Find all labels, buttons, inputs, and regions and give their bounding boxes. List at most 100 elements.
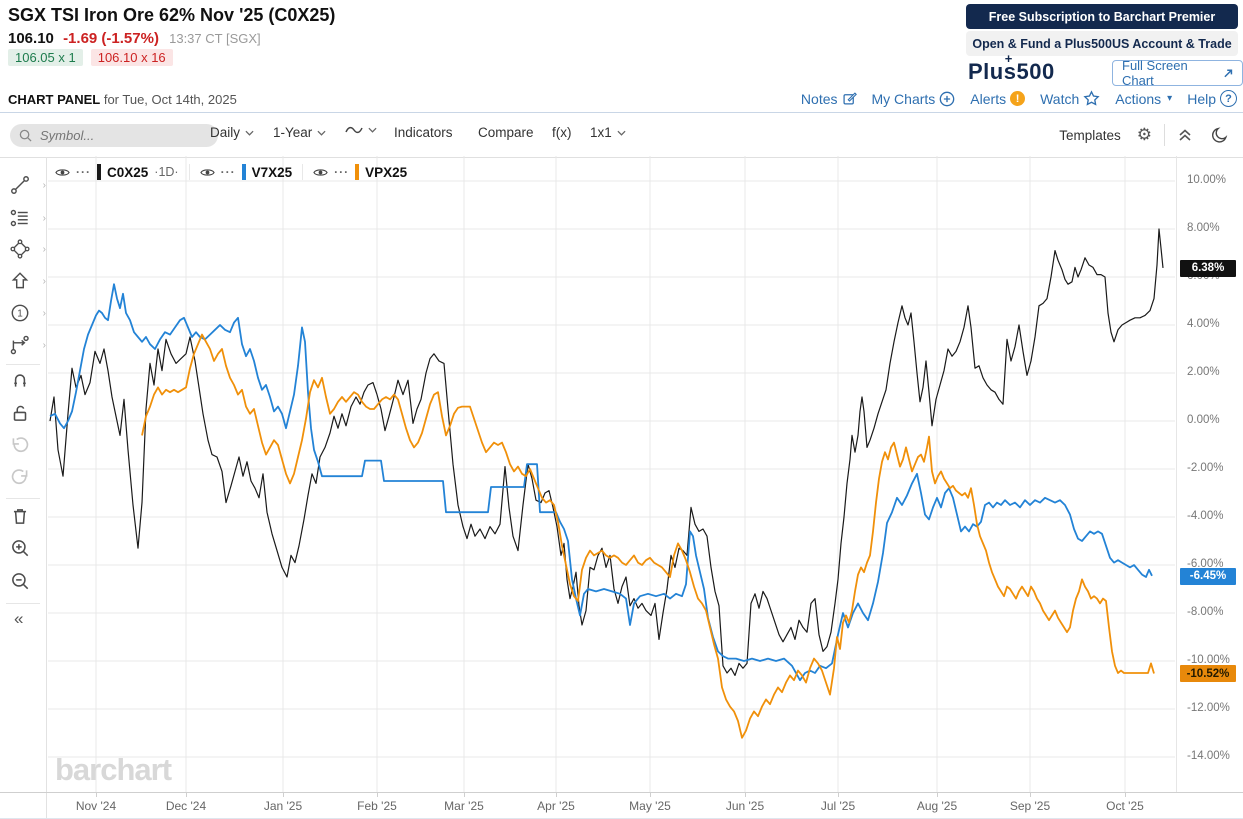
x-axis-label: Mar '25	[444, 799, 484, 813]
x-axis-tick	[745, 793, 746, 797]
legend-timeframe: ·1D·	[154, 165, 179, 179]
legend-more-icon[interactable]: ···	[76, 165, 91, 179]
range-select[interactable]: 1-Year	[273, 125, 326, 140]
y-axis-label: -6.00%	[1187, 558, 1224, 570]
legend-symbol[interactable]: V7X25	[251, 164, 293, 180]
x-axis-label: Jan '25	[263, 799, 303, 813]
help-link[interactable]: Help ?	[1187, 90, 1237, 107]
indicators-button[interactable]: Indicators	[394, 125, 453, 140]
chart-style-select[interactable]	[345, 125, 377, 135]
annotation-number-tool[interactable]: 1 ›	[9, 302, 46, 326]
collapse-toolbar-icon[interactable]	[1177, 128, 1193, 142]
premier-subscription-button[interactable]: Free Subscription to Barchart Premier	[966, 4, 1238, 29]
drawing-tool-rail: › › › › 1 › ›	[0, 157, 47, 819]
y-axis-label: 4.00%	[1187, 318, 1220, 330]
trend-line-tool[interactable]: ›	[9, 174, 46, 198]
notes-link[interactable]: Notes	[801, 91, 857, 107]
y-axis-label: 10.00%	[1187, 174, 1227, 186]
y-axis-label: 2.00%	[1187, 366, 1220, 378]
visibility-eye-icon[interactable]	[55, 167, 70, 178]
y-axis-label: -8.00%	[1187, 606, 1224, 618]
fx-expressions-button[interactable]: f(x)	[552, 125, 572, 140]
toolbar-divider	[1164, 124, 1165, 146]
compare-button[interactable]: Compare	[478, 125, 534, 140]
x-axis-tick	[186, 793, 187, 797]
last-value-badge-C0X25: 6.38%	[1180, 259, 1236, 277]
tool-flyout-chevron[interactable]: ›	[42, 213, 46, 224]
x-axis-tick	[650, 793, 651, 797]
legend-more-icon[interactable]: ···	[220, 165, 236, 179]
templates-button[interactable]: Templates	[1059, 127, 1121, 143]
magnet-tool[interactable]	[9, 369, 37, 393]
x-axis-label: Nov '24	[75, 799, 117, 813]
measure-tool[interactable]: ›	[9, 334, 46, 358]
plus-circle-icon	[939, 91, 955, 106]
legend-item-vpx25: ··· VPX25	[302, 164, 417, 180]
delete-drawings-tool[interactable]	[9, 505, 37, 529]
expand-arrow-icon	[1224, 68, 1232, 77]
period-select[interactable]: Daily	[210, 125, 254, 140]
gear-icon[interactable]: ⚙	[1136, 125, 1152, 144]
rail-divider	[6, 364, 40, 365]
x-axis-label: Apr '25	[537, 799, 575, 813]
x-axis-tick	[1125, 793, 1126, 797]
y-axis-label: -14.00%	[1187, 750, 1230, 762]
x-axis[interactable]: Nov '24 Dec '24 Jan '25 Feb '25 Mar '25 Apr '…	[0, 792, 1243, 819]
price-change: -1.69 (-1.57%)	[63, 30, 159, 47]
grid-layout-select[interactable]: 1x1	[590, 125, 626, 140]
dark-mode-moon-icon[interactable]	[1211, 126, 1229, 144]
y-axis-label: 0.00%	[1187, 414, 1220, 426]
x-axis-label: Oct '25	[1106, 799, 1144, 813]
x-axis-label: Jun '25	[725, 799, 765, 813]
chevron-down-icon	[317, 130, 326, 136]
x-axis-label: Jul '25	[820, 799, 856, 813]
y-axis[interactable]: 10.00%8.00%6.00%4.00%2.00%0.00%-2.00%-4.…	[1176, 156, 1243, 792]
legend-color-bar	[97, 164, 101, 180]
zoom-out-tool[interactable]	[9, 570, 37, 594]
svg-text:1: 1	[17, 309, 23, 320]
visibility-eye-icon[interactable]	[199, 167, 215, 178]
plus500-account-button[interactable]: Open & Fund a Plus500US Account & Trade	[966, 31, 1238, 56]
help-icon: ?	[1220, 90, 1237, 107]
rail-divider	[6, 498, 40, 499]
redo-icon	[9, 466, 37, 490]
tool-flyout-chevron[interactable]: ›	[42, 340, 46, 351]
visibility-eye-icon[interactable]	[313, 167, 328, 178]
legend-more-icon[interactable]: ···	[334, 165, 350, 179]
collapse-rail-icon[interactable]: «	[14, 609, 24, 628]
bid-size-badge: 106.05 x 1	[8, 49, 83, 66]
notes-edit-icon	[842, 92, 857, 105]
legend-symbol[interactable]: VPX25	[365, 164, 408, 180]
y-axis-label: -4.00%	[1187, 510, 1224, 522]
alert-warning-icon: !	[1010, 91, 1026, 106]
search-input[interactable]	[38, 127, 182, 144]
line-style-icon	[345, 126, 363, 134]
zoom-in-tool[interactable]	[9, 537, 37, 561]
full-screen-chart-button[interactable]: Full Screen Chart	[1112, 58, 1243, 88]
alerts-link[interactable]: Alerts !	[970, 91, 1026, 107]
tool-flyout-chevron[interactable]: ›	[42, 276, 46, 287]
gridlines	[48, 156, 1175, 792]
shapes-tool[interactable]: ›	[9, 238, 46, 262]
watch-link[interactable]: Watch	[1040, 90, 1100, 107]
chevron-down-icon	[368, 127, 377, 133]
my-charts-link[interactable]: My Charts	[872, 91, 956, 107]
unlock-drawings-tool[interactable]	[9, 402, 37, 426]
search-icon	[19, 129, 32, 142]
fibonacci-tool[interactable]: ›	[9, 207, 46, 231]
chart-canvas[interactable]	[48, 156, 1175, 792]
plus500-logo: Plus +500	[968, 51, 1055, 84]
page-title: SGX TSI Iron Ore 62% Nov '25 (C0X25)	[8, 5, 336, 25]
symbol-search[interactable]	[10, 124, 218, 147]
x-axis-tick	[464, 793, 465, 797]
x-axis-label: May '25	[629, 799, 671, 813]
actions-menu[interactable]: Actions ▾	[1115, 90, 1173, 107]
tool-flyout-chevron[interactable]: ›	[42, 244, 46, 255]
rail-divider	[6, 603, 40, 604]
legend-symbol[interactable]: C0X25	[107, 164, 149, 180]
y-axis-label: -2.00%	[1187, 462, 1224, 474]
tool-flyout-chevron[interactable]: ›	[42, 308, 46, 319]
tool-flyout-chevron[interactable]: ›	[42, 180, 46, 191]
x-axis-label: Aug '25	[916, 799, 958, 813]
arrow-annotation-tool[interactable]: ›	[9, 270, 46, 294]
